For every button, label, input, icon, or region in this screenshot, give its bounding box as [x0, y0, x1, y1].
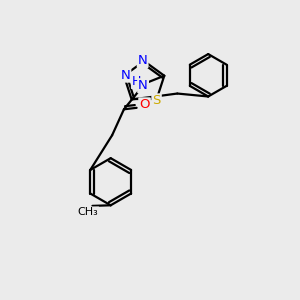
- Text: N: N: [121, 69, 130, 82]
- Text: N: N: [138, 79, 148, 92]
- Text: H: H: [132, 75, 141, 88]
- Text: CH₃: CH₃: [78, 207, 98, 217]
- Text: O: O: [139, 98, 150, 111]
- Text: N: N: [138, 54, 148, 67]
- Text: S: S: [152, 94, 161, 107]
